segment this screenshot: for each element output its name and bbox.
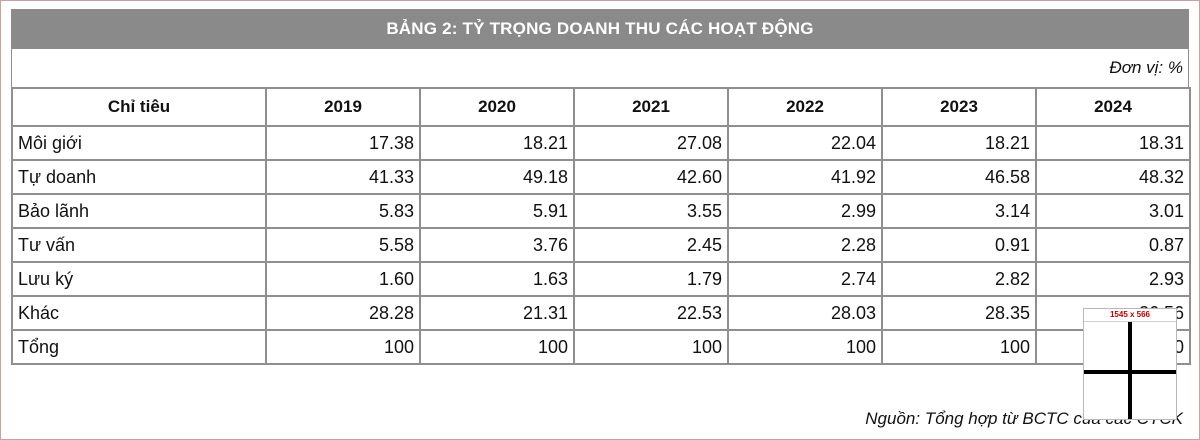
table-cell: 42.60 (573, 159, 729, 195)
table-row: Lưu ký 1.60 1.63 1.79 2.74 2.82 2.93 (11, 261, 1191, 297)
row-label: Tổng (11, 329, 267, 365)
size-label: 1545 x 566 (1084, 309, 1176, 322)
row-label: Tư vấn (11, 227, 267, 263)
table-cell: 2.45 (573, 227, 729, 263)
table-cell: 27.08 (573, 125, 729, 161)
data-table: Chỉ tiêu 2019 2020 2021 2022 2023 2024 Môi gi… (11, 87, 1191, 365)
table-row: Tổng100100100100100100 (11, 329, 1191, 365)
table-cell: 1.63 (419, 261, 575, 297)
table-cell: 21.31 (419, 295, 575, 331)
table-cell: 3.76 (419, 227, 575, 263)
row-label: Khác (11, 295, 267, 331)
unit-row (11, 49, 1189, 87)
table-cell: 100 (727, 329, 883, 365)
header-row: Chỉ tiêu 2019 2020 2021 2022 2023 2024 (11, 87, 1191, 127)
table-cell: 2.28 (727, 227, 883, 263)
table-cell: 0.87 (1035, 227, 1191, 263)
row-label: Bảo lãnh (11, 193, 267, 229)
table-cell: 49.18 (419, 159, 575, 195)
table-cell: 18.31 (1035, 125, 1191, 161)
table-cell: 28.35 (881, 295, 1037, 331)
table-cell: 22.53 (573, 295, 729, 331)
header-year-2022: 2022 (727, 87, 883, 127)
table-title: BẢNG 2: TỶ TRỌNG DOANH THU CÁC HOẠT ĐỘNG (11, 9, 1189, 49)
table-cell: 3.14 (881, 193, 1037, 229)
table-cell: 5.83 (265, 193, 421, 229)
table-cell: 3.55 (573, 193, 729, 229)
table-row: Tự doanh 41.33 49.18 42.60 41.92 46.58 48.32 (11, 159, 1191, 195)
table-cell: 18.21 (419, 125, 575, 161)
table-cell: 41.33 (265, 159, 421, 195)
header-year-2019: 2019 (265, 87, 421, 127)
header-year-2023: 2023 (881, 87, 1037, 127)
table-row: Tư vấn 5.58 3.76 2.45 2.28 0.91 0.87 (11, 227, 1191, 263)
table-row: Bảo lãnh 5.83 5.91 3.55 2.99 3.14 3.01 (11, 193, 1191, 229)
table-cell: 100 (573, 329, 729, 365)
row-label: Tự doanh (11, 159, 267, 195)
header-year-2020: 2020 (419, 87, 575, 127)
table-cell: 5.91 (419, 193, 575, 229)
table-cell: 100 (419, 329, 575, 365)
table-cell: 2.99 (727, 193, 883, 229)
table-cell: 1.60 (265, 261, 421, 297)
table-cell: 28.03 (727, 295, 883, 331)
table-cell: 46.58 (881, 159, 1037, 195)
header-year-2021: 2021 (573, 87, 729, 127)
table-cell: 41.92 (727, 159, 883, 195)
table-cell: 100 (881, 329, 1037, 365)
row-label: Môi giới (11, 125, 267, 161)
table-cell: 22.04 (727, 125, 883, 161)
table-cell: 17.38 (265, 125, 421, 161)
table-cell: 2.74 (727, 261, 883, 297)
table-body: Môi giới 17.38 18.21 27.08 22.04 18.21 18.31 Tự… (11, 125, 1191, 365)
crosshair-vertical (1128, 322, 1132, 419)
table-row: Môi giới 17.38 18.21 27.08 22.04 18.21 18.31 (11, 125, 1191, 161)
table-cell: 48.32 (1035, 159, 1191, 195)
table-cell: 2.93 (1035, 261, 1191, 297)
size-overlay-widget: 1545 x 566 (1083, 308, 1177, 420)
table-cell: 2.82 (881, 261, 1037, 297)
table-cell: 18.21 (881, 125, 1037, 161)
table-cell: 28.28 (265, 295, 421, 331)
header-year-2024: 2024 (1035, 87, 1191, 127)
table-cell: 100 (265, 329, 421, 365)
table-cell: 0.91 (881, 227, 1037, 263)
row-label: Lưu ký (11, 261, 267, 297)
table-cell: 5.58 (265, 227, 421, 263)
unit-label: Đơn vị: % (1109, 58, 1183, 77)
table-cell: 1.79 (573, 261, 729, 297)
header-indicator: Chỉ tiêu (11, 87, 267, 127)
table-cell: 3.01 (1035, 193, 1191, 229)
